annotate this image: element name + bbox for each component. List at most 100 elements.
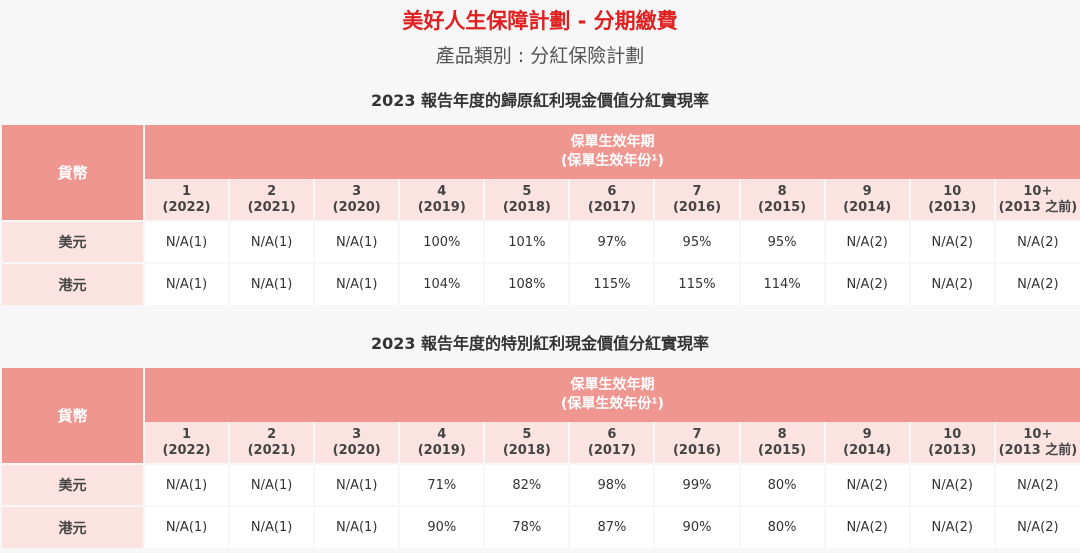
- currency-header: 貨幣: [2, 368, 145, 464]
- year-header-cell: 4 (2019): [399, 179, 486, 221]
- fulfillment-ratio-cell: 71%: [399, 463, 486, 506]
- year-header-cell: 8 (2015): [739, 179, 826, 221]
- currency-label: 港元: [2, 505, 145, 548]
- table-row-usd: 美元 N/A(1) N/A(1) N/A(1) 100% 101% 97% 95% 95% N/A…: [2, 220, 1080, 263]
- year-header-row: 1 (2022) 2 (2021) 3 (2020) 4 (2019) 5 (2018) 6 (201…: [2, 422, 1080, 464]
- policy-effective-year: (2021): [247, 199, 296, 215]
- fulfillment-ratio-cell: 100%: [399, 220, 486, 263]
- policy-effective-year: (2014): [843, 199, 892, 215]
- policy-effective-year: (2022): [162, 442, 211, 458]
- table-row-hkd: 港元 N/A(1) N/A(1) N/A(1) 104% 108% 115% 115% 114%…: [2, 262, 1080, 305]
- year-header-cell: 9 (2014): [824, 179, 911, 221]
- product-category: 產品類別 : 分紅保險計劃: [435, 45, 645, 67]
- fulfillment-ratio-cell: N/A(1): [144, 463, 231, 506]
- year-header-row: 1 (2022) 2 (2021) 3 (2020) 4 (2019) 5 (2018) 6 (201…: [2, 179, 1080, 221]
- policy-effective-year: (2019): [417, 442, 466, 458]
- fulfillment-ratio-cell: N/A(1): [229, 463, 316, 506]
- fulfillment-ratio-cell: 90%: [654, 505, 741, 548]
- currency-label: 港元: [2, 262, 145, 305]
- fulfillment-ratio-cell: 115%: [654, 262, 741, 305]
- currency-label: 美元: [2, 220, 145, 263]
- fulfillment-ratio-cell: 98%: [569, 463, 656, 506]
- fulfillment-ratio-cell: 104%: [399, 262, 486, 305]
- fulfillment-ratio-cell: 101%: [484, 220, 571, 263]
- policy-effective-year: (2016): [672, 199, 722, 215]
- policy-effective-year: (2013): [928, 199, 977, 215]
- year-header-cell: 8 (2015): [739, 422, 826, 464]
- policy-year-label: 保單生效年期: [570, 377, 655, 393]
- policy-year-sublabel: (保單生效年份¹): [561, 153, 664, 169]
- year-header-cell: 3 (2020): [314, 422, 401, 464]
- policy-effective-year: (2016): [672, 442, 722, 458]
- fulfillment-ratio-cell: 114%: [739, 262, 826, 305]
- fulfillment-ratio-cell: N/A(1): [314, 463, 401, 506]
- fulfillment-ratio-cell: 95%: [739, 220, 826, 263]
- fulfillment-ratio-cell: N/A(1): [144, 262, 231, 305]
- fulfillment-ratio-cell: 99%: [654, 463, 741, 506]
- year-header-cell: 10+ (2013 之前): [994, 179, 1080, 221]
- fulfillment-ratio-cell: N/A(1): [314, 262, 401, 305]
- policy-year-number: 8: [777, 183, 787, 199]
- policy-year-label: 保單生效年期: [570, 134, 655, 150]
- year-header-cell: 6 (2017): [569, 179, 656, 221]
- policy-year-number: 7: [692, 183, 702, 199]
- policy-year-number: 4: [437, 426, 447, 442]
- policy-effective-year: (2020): [332, 199, 381, 215]
- policy-year-number: 8: [777, 426, 787, 442]
- fulfillment-ratio-cell: N/A(1): [314, 505, 401, 548]
- policy-year-number: 10: [943, 183, 962, 199]
- policy-effective-year: (2013 之前): [998, 199, 1078, 215]
- year-header-cell: 5 (2018): [484, 422, 571, 464]
- fulfillment-ratio-cell: N/A(1): [229, 262, 316, 305]
- policy-year-number: 7: [692, 426, 702, 442]
- fulfillment-ratio-cell: N/A(2): [994, 505, 1080, 548]
- section-heading-reversionary: 2023 報告年度的歸原紅利現金價值分紅實現率: [370, 91, 710, 110]
- year-header-cell: 9 (2014): [824, 422, 911, 464]
- table-row-usd: 美元 N/A(1) N/A(1) N/A(1) 71% 82% 98% 99% 80% N/A(2…: [2, 463, 1080, 506]
- fulfillment-ratio-cell: 108%: [484, 262, 571, 305]
- year-header-cell: 1 (2022): [144, 422, 231, 464]
- policy-effective-year: (2020): [332, 442, 381, 458]
- policy-year-number: 4: [437, 183, 447, 199]
- reversionary-bonus-table: 貨幣 保單生效年期 (保單生效年份¹) 1 (2022) 2 (2021) 3 (2020…: [2, 125, 1080, 305]
- fulfillment-ratio-cell: 80%: [739, 463, 826, 506]
- policy-year-number: 5: [522, 183, 532, 199]
- fulfillment-ratio-cell: N/A(2): [909, 463, 996, 506]
- year-header-cell: 10 (2013): [909, 179, 996, 221]
- fulfillment-ratio-cell: N/A(2): [994, 220, 1080, 263]
- policy-year-header: 保單生效年期 (保單生效年份¹): [144, 125, 1080, 179]
- year-header-cell: 6 (2017): [569, 422, 656, 464]
- fulfillment-ratio-cell: 78%: [484, 505, 571, 548]
- policy-effective-year: (2018): [502, 442, 551, 458]
- fulfillment-ratio-cell: N/A(1): [314, 220, 401, 263]
- fulfillment-ratio-cell: 90%: [399, 505, 486, 548]
- policy-year-number: 3: [352, 183, 362, 199]
- section-heading-special: 2023 報告年度的特別紅利現金價值分紅實現率: [370, 334, 710, 353]
- fulfillment-ratio-cell: N/A(1): [144, 220, 231, 263]
- policy-effective-year: (2022): [162, 199, 211, 215]
- policy-year-number: 1: [182, 183, 192, 199]
- year-header-cell: 10+ (2013 之前): [994, 422, 1080, 464]
- policy-effective-year: (2015): [758, 199, 807, 215]
- policy-year-number: 10+: [1023, 426, 1053, 442]
- policy-year-number: 10: [943, 426, 962, 442]
- year-header-cell: 10 (2013): [909, 422, 996, 464]
- policy-effective-year: (2013 之前): [998, 442, 1078, 458]
- year-header-cell: 7 (2016): [654, 179, 741, 221]
- policy-year-number: 6: [607, 426, 617, 442]
- year-header-cell: 2 (2021): [229, 179, 316, 221]
- year-header-cell: 4 (2019): [399, 422, 486, 464]
- year-header-cell: 3 (2020): [314, 179, 401, 221]
- fulfillment-ratio-cell: 95%: [654, 220, 741, 263]
- fulfillment-ratio-cell: N/A(2): [909, 220, 996, 263]
- year-header-cell: 5 (2018): [484, 179, 571, 221]
- fulfillment-ratio-cell: 115%: [569, 262, 656, 305]
- fulfillment-ratio-cell: N/A(1): [144, 505, 231, 548]
- fulfillment-ratio-cell: N/A(2): [994, 463, 1080, 506]
- policy-year-number: 3: [352, 426, 362, 442]
- policy-year-number: 9: [862, 183, 872, 199]
- year-header-cell: 7 (2016): [654, 422, 741, 464]
- policy-effective-year: (2018): [502, 199, 551, 215]
- fulfillment-ratio-cell: N/A(1): [229, 220, 316, 263]
